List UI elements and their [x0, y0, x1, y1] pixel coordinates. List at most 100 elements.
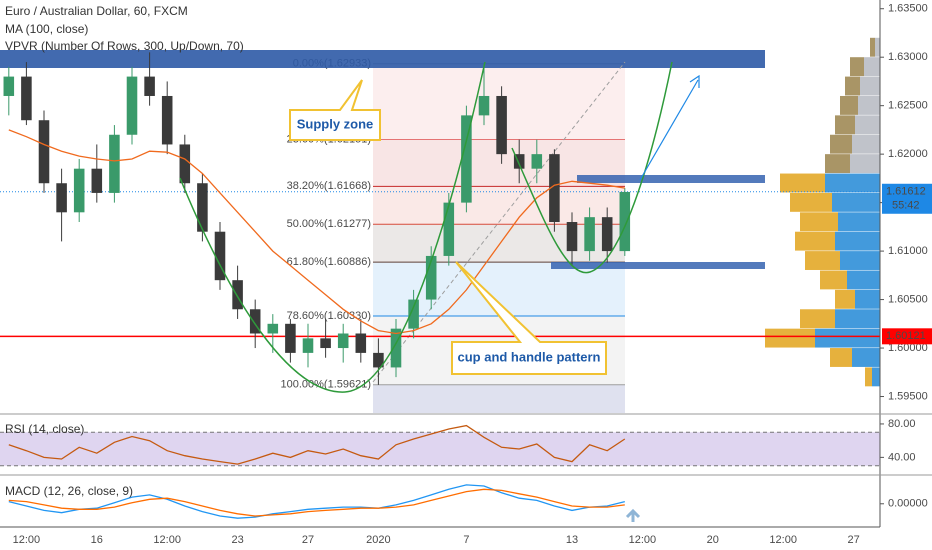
y-tick-label: 1.62500: [888, 100, 928, 112]
vpvr-up-bar: [860, 76, 880, 96]
candle-body: [513, 154, 525, 169]
vpvr-up-bar: [850, 154, 880, 174]
candle-body: [566, 222, 578, 252]
ma-legend: MA (100, close): [5, 22, 88, 36]
callout-box: [451, 261, 607, 375]
candle-body: [197, 183, 208, 232]
vpvr-down-bar: [805, 251, 840, 270]
fib-band: [373, 186, 625, 225]
macd-title: MACD (12, 26, close, 9): [5, 484, 133, 498]
candle-body: [601, 217, 613, 252]
series-line: [8, 424, 626, 465]
candle-body: [302, 338, 314, 353]
candle-body: [21, 76, 32, 121]
vpvr-down-bar: [850, 57, 864, 77]
vpvr-up-bar: [832, 192, 880, 212]
vpvr-down-bar: [865, 367, 872, 387]
y-tick-label: 1.62000: [888, 148, 928, 160]
vpvr-up-bar: [835, 309, 880, 329]
candle-body: [425, 255, 437, 300]
x-tick-label: 12:00: [13, 534, 41, 546]
candle-body: [161, 95, 173, 145]
vpvr-up-bar: [855, 115, 880, 135]
series-line: [8, 484, 625, 519]
vpvr-down-bar: [835, 289, 855, 309]
x-tick-label: 12:00: [629, 534, 657, 546]
vpvr-up-bar: [855, 289, 880, 309]
vpvr-up-bar: [875, 37, 880, 57]
candle-body: [91, 168, 103, 193]
fib-label: 38.20%(1.61668): [287, 180, 371, 192]
candle-body: [443, 202, 455, 256]
candle-body: [109, 134, 120, 193]
y-tick-label: 1.63000: [888, 51, 928, 63]
x-tick-label: 12:00: [769, 534, 797, 546]
vpvr-up-bar: [838, 212, 880, 232]
scroll-arrow-icon[interactable]: [625, 508, 641, 522]
candle-body: [232, 280, 243, 310]
vpvr-up-bar: [864, 57, 880, 77]
x-tick-label: 16: [91, 534, 103, 546]
vpvr-down-bar: [845, 76, 860, 96]
vpvr-up-bar: [815, 328, 880, 348]
rsi-band: [0, 432, 880, 466]
vpvr-down-bar: [830, 134, 852, 154]
y-tick-label: 1.61000: [888, 245, 928, 257]
fib-label: 50.00%(1.61277): [287, 218, 371, 230]
vpvr-up-bar: [840, 251, 880, 270]
vpvr-down-bar: [800, 212, 838, 232]
candle-body: [373, 352, 384, 368]
y-tick-label: 1.59500: [888, 390, 928, 402]
vpvr-up-bar: [852, 134, 880, 154]
candle-body: [249, 309, 261, 334]
cup-curve: [179, 61, 486, 393]
y-tick-label: 1.60500: [888, 293, 928, 305]
vpvr-up-bar: [852, 348, 880, 367]
candle-body: [73, 168, 85, 213]
hline-tag: [882, 328, 932, 345]
handle-bottom-box: [551, 262, 765, 269]
candle-body: [619, 191, 631, 252]
vpvr-up-bar: [872, 367, 880, 387]
x-tick-label: 23: [231, 534, 243, 546]
handle-top-box: [577, 175, 765, 183]
candle-body: [408, 299, 419, 329]
fib-label: 61.80%(1.60886): [287, 256, 371, 268]
countdown: 55:42: [892, 200, 920, 212]
x-tick-label: 27: [847, 534, 859, 546]
y-tick-label: 40.00: [888, 451, 916, 463]
handle-curve: [511, 61, 673, 274]
last-price-tag: [882, 183, 932, 214]
x-tick-label: 12:00: [153, 534, 181, 546]
vpvr-legend: VPVR (Number Of Rows, 300, Up/Down, 70): [5, 39, 244, 53]
x-tick-label: 13: [566, 534, 578, 546]
candle-body: [144, 76, 155, 96]
series-line: [8, 129, 625, 335]
vpvr-up-bar: [858, 95, 880, 115]
vpvr-down-bar: [820, 270, 847, 290]
candle-body: [496, 95, 507, 155]
vpvr-down-bar: [825, 154, 850, 174]
pattern-label: cup and handle pattern: [457, 349, 600, 364]
target-arrow: [639, 79, 699, 181]
rsi-title: RSI (14, close): [5, 422, 84, 436]
candle-body: [337, 333, 349, 349]
x-tick-label: 2020: [366, 534, 390, 546]
candle-body: [390, 328, 402, 368]
candle-body: [355, 333, 367, 353]
background-layer: 0.00%(1.62933)23.60%(1.62151)38.20%(1.61…: [0, 37, 880, 467]
x-tick-label: 27: [302, 534, 314, 546]
candle-body: [267, 323, 279, 334]
x-tick-label: 20: [707, 534, 719, 546]
supply-callout: Supply zone: [289, 79, 381, 141]
y-tick-label: 1.60000: [888, 342, 928, 354]
candle-body: [3, 76, 15, 96]
chart-title: Euro / Australian Dollar, 60, FXCM: [5, 4, 188, 18]
vpvr-down-bar: [795, 231, 835, 251]
fib-band: [373, 224, 625, 263]
fib-band: [373, 384, 625, 413]
last-price-value: 1.61612: [886, 186, 926, 198]
vpvr-down-bar: [870, 37, 875, 57]
vpvr-down-bar: [830, 348, 852, 367]
